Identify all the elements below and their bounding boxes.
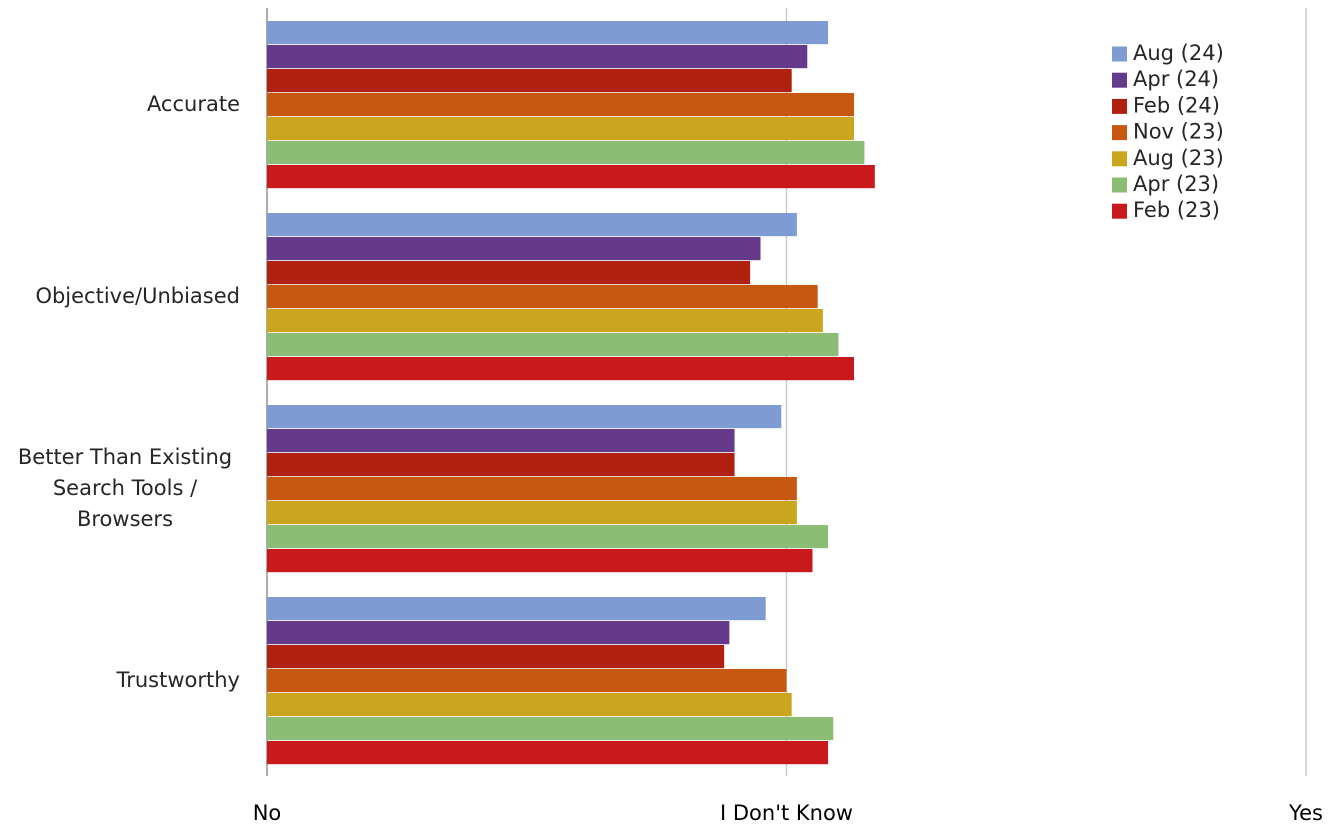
bar — [267, 237, 761, 261]
x-tick-label: I Don't Know — [720, 801, 853, 825]
category-labels: Accurate Objective/Unbiased Better Than Ex… — [18, 92, 240, 692]
legend-swatch — [1112, 46, 1127, 62]
legend-label: Aug (23) — [1133, 146, 1224, 170]
bar — [267, 429, 735, 453]
legend-swatch — [1112, 151, 1127, 167]
bars — [267, 21, 875, 765]
bar — [267, 477, 797, 501]
x-tick-label: No — [253, 801, 282, 825]
legend-label: Feb (23) — [1133, 198, 1220, 222]
bar — [267, 645, 725, 669]
category-label: Search Tools / — [53, 476, 198, 500]
bar — [267, 165, 875, 189]
legend-label: Apr (24) — [1133, 67, 1219, 91]
bar — [267, 405, 782, 429]
category-label: Better Than Existing — [18, 445, 232, 469]
x-tick-labels: No I Don't Know Yes — [253, 801, 1323, 825]
legend-swatch — [1112, 125, 1127, 141]
bar — [267, 621, 730, 645]
bar — [267, 333, 839, 357]
bar — [267, 21, 829, 45]
bar — [267, 93, 855, 117]
x-tick-label: Yes — [1288, 801, 1323, 825]
legend-swatch — [1112, 203, 1127, 219]
legend-label: Nov (23) — [1133, 120, 1224, 144]
legend-label: Apr (23) — [1133, 172, 1219, 196]
bar — [267, 693, 792, 717]
legend-label: Aug (24) — [1133, 41, 1224, 65]
category-label: Trustworthy — [116, 668, 241, 692]
category-label: Objective/Unbiased — [35, 284, 240, 308]
bar — [267, 309, 823, 333]
legend-swatch — [1112, 72, 1127, 88]
bar — [267, 549, 813, 573]
category-label: Accurate — [147, 92, 240, 116]
bar — [267, 669, 787, 693]
legend: Aug (24)Apr (24)Feb (24) Nov (23)Aug (23)… — [1112, 41, 1224, 222]
bar — [267, 525, 829, 549]
bar — [267, 453, 735, 477]
legend-swatch — [1112, 98, 1127, 114]
bar — [267, 501, 797, 525]
legend-swatch — [1112, 177, 1127, 193]
bar — [267, 717, 834, 741]
bar — [267, 597, 766, 621]
category-label: Browsers — [77, 507, 173, 531]
bar — [267, 285, 818, 309]
bar — [267, 261, 751, 285]
bar — [267, 69, 792, 93]
bar — [267, 117, 855, 141]
bar — [267, 741, 829, 765]
bar — [267, 45, 808, 69]
bar — [267, 357, 855, 381]
bar — [267, 141, 865, 165]
legend-label: Feb (24) — [1133, 93, 1220, 117]
bar — [267, 213, 797, 237]
